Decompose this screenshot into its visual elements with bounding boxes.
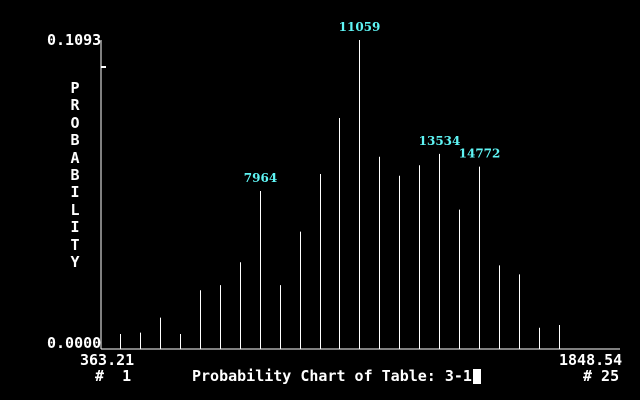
peak-label: 11059	[339, 20, 381, 34]
text-cursor	[472, 369, 481, 384]
y-top-label: 0.1093	[47, 31, 102, 49]
peak-label: 14772	[459, 147, 501, 161]
x-left-label: 363.21	[80, 351, 135, 369]
chart-title: Probability Chart of Table: 3-1	[192, 367, 472, 385]
bars-group	[120, 40, 560, 349]
y-axis-label: PROBABILITY	[70, 79, 80, 272]
x-left-index: # 1	[95, 367, 132, 385]
chart-title-line: Probability Chart of Table: 3-1	[192, 369, 481, 384]
x-right-index: # 25	[583, 367, 620, 385]
x-right-label: 1848.54	[559, 351, 623, 369]
peak-label: 7964	[244, 171, 277, 185]
peak-label: 13534	[419, 134, 461, 148]
y-bottom-label: 0.0000	[47, 334, 102, 352]
